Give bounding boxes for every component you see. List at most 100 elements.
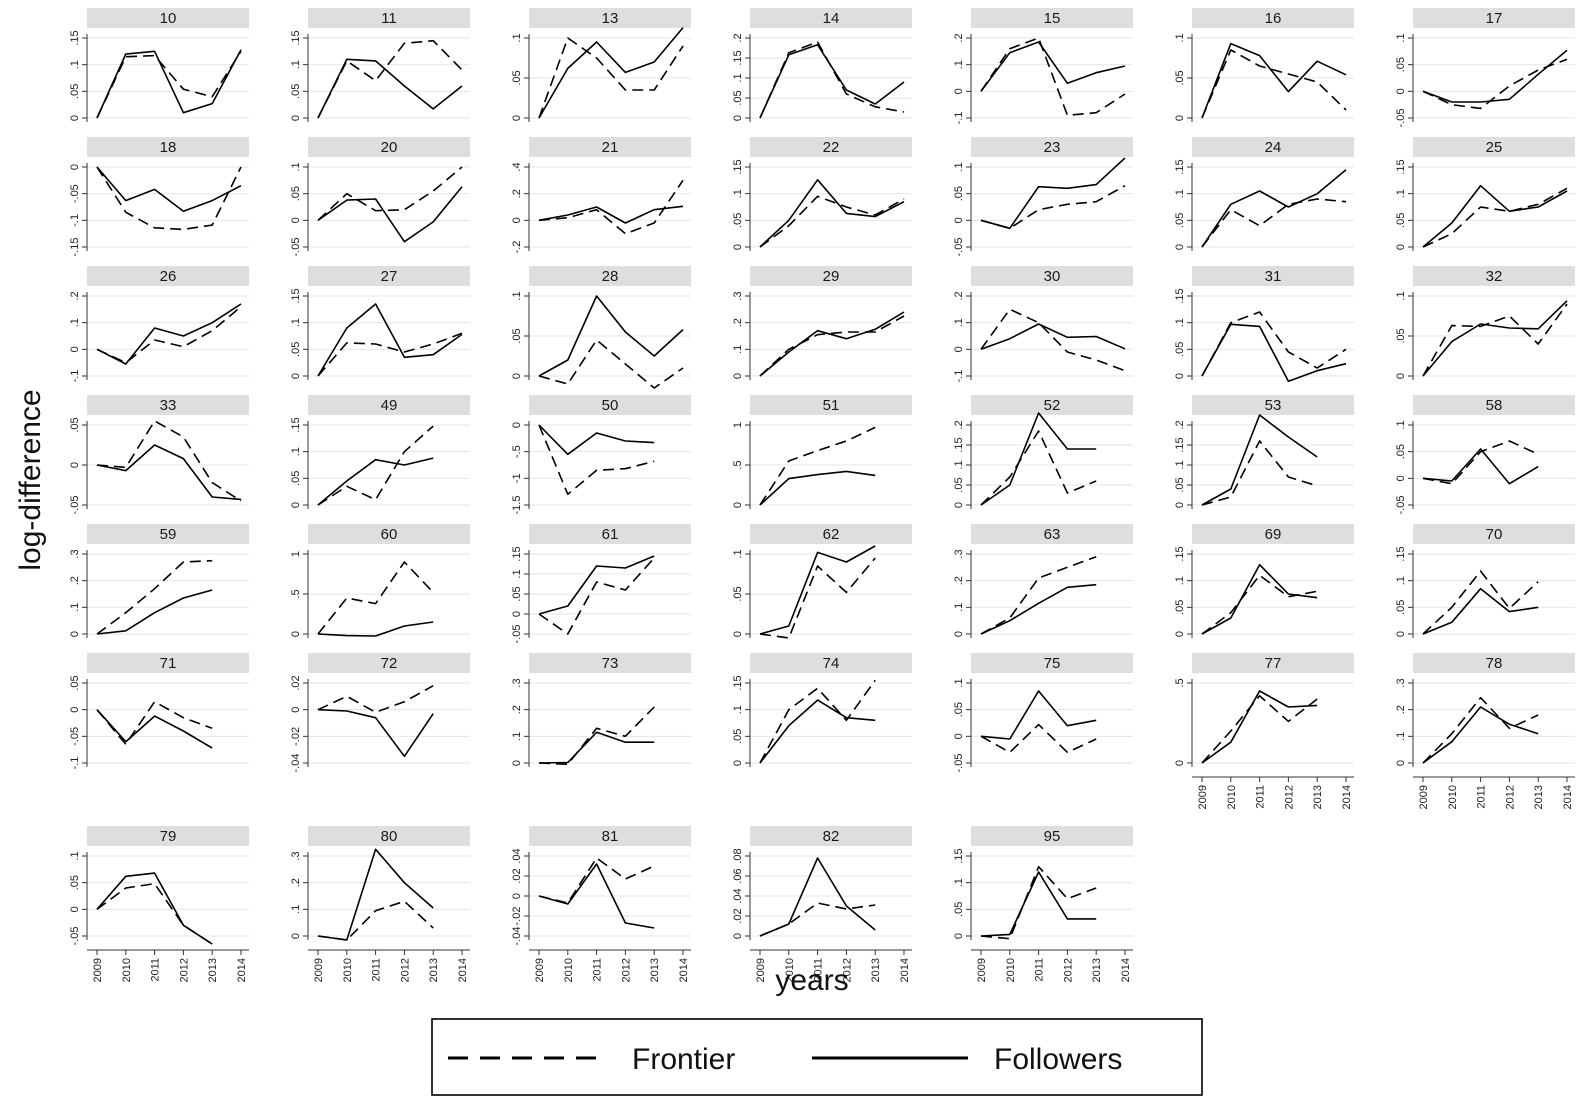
y-tick-label: .2 (69, 291, 81, 300)
y-tick-label: 0 (1395, 475, 1407, 481)
panel-78: 78 0 .1 .2 .3 2009 2010 2011 2012 2013 2014 (1395, 653, 1575, 809)
series-line-frontier (96, 882, 213, 945)
series-line-followers (538, 863, 655, 929)
series-line-frontier (317, 685, 434, 714)
panel-52: 52 0 .05 .1 .15 .2 (953, 395, 1133, 509)
y-tick-label: -.05 (1395, 109, 1407, 128)
y-tick-label: .2 (1174, 420, 1186, 429)
y-tick-label: .05 (1174, 600, 1186, 615)
panel-24: 24 0 .05 .1 .15 (1174, 137, 1354, 251)
series-line-frontier (96, 50, 242, 119)
y-tick-label: 1 (732, 422, 744, 428)
y-tick-label: .3 (953, 549, 965, 558)
y-tick-label: 0 (69, 906, 81, 912)
series-line-frontier (759, 315, 905, 377)
y-tick-label: .05 (732, 90, 744, 105)
panel-32: 32 0 .05 .1 (1395, 266, 1575, 380)
legend-frontier-label: Frontier (632, 1043, 735, 1076)
series-line-frontier (980, 723, 1097, 754)
panel-49: 49 0 .05 .1 .15 (290, 395, 470, 509)
y-tick-label: .1 (1174, 318, 1186, 327)
series-line-frontier (1422, 696, 1539, 764)
panel-title: 20 (381, 139, 398, 156)
y-tick-label: .1 (69, 851, 81, 860)
series-line-frontier (538, 37, 684, 119)
series-line-frontier (1422, 58, 1568, 110)
y-tick-label: -.5 (511, 445, 523, 458)
x-tick-label: 2013 (1312, 785, 1324, 809)
y-tick-label: 0 (69, 115, 81, 121)
x-tick-label: 2014 (1341, 785, 1353, 809)
panel-title-strip (971, 8, 1133, 28)
x-tick-label: 2014 (1562, 785, 1574, 809)
panel-title: 77 (1265, 655, 1282, 672)
series-line-followers (317, 303, 463, 377)
series-line-followers (538, 27, 684, 119)
series-line-frontier (980, 37, 1126, 117)
series-line-followers (1201, 323, 1347, 383)
y-tick-label: .05 (1174, 70, 1186, 85)
x-tick-label: 2010 (1226, 785, 1238, 809)
panel-53: 53 0 .05 .1 .15 .2 (1174, 395, 1354, 509)
series-line-followers (96, 49, 242, 119)
y-tick-label: .15 (732, 50, 744, 65)
y-tick-label: 0 (1395, 373, 1407, 379)
series-line-frontier (96, 420, 242, 502)
y-tick-label: .1 (953, 460, 965, 469)
y-tick-label: -.1 (953, 370, 965, 383)
y-tick-label: .05 (290, 342, 302, 357)
panel-title-strip (750, 826, 912, 846)
series-line-frontier (1201, 694, 1318, 764)
series-line-followers (1201, 563, 1318, 635)
panel-60: 600.51 (290, 524, 470, 638)
y-tick-label: .05 (732, 729, 744, 744)
y-tick-label: .3 (732, 291, 744, 300)
panel-title-strip (750, 137, 912, 157)
series-line-followers (538, 424, 655, 456)
panel-59: 59 0 .1 .2 .3 (69, 524, 249, 638)
y-tick-label: .1 (732, 549, 744, 558)
panel-title: 18 (160, 139, 177, 156)
panel-title: 21 (602, 139, 619, 156)
y-tick-label: .05 (1395, 328, 1407, 343)
panel-title: 71 (160, 655, 177, 672)
y-tick-label: .2 (1395, 705, 1407, 714)
panel-70: 70 0 .05 .1 .15 (1395, 524, 1575, 638)
panel-title: 33 (160, 397, 177, 414)
y-tick-label: .1 (511, 569, 523, 578)
series-line-followers (96, 303, 242, 365)
x-tick-label: 2014 (457, 958, 469, 982)
x-tick-label: 2009 (1418, 785, 1430, 809)
series-line-followers (759, 178, 905, 248)
series-line-followers (317, 58, 463, 119)
y-tick-label: .1 (511, 732, 523, 741)
y-tick-label: .05 (511, 70, 523, 85)
y-tick-label: .1 (732, 705, 744, 714)
panel-title: 60 (381, 526, 398, 543)
x-tick-label: 2012 (841, 958, 853, 982)
panel-title-strip (1413, 524, 1575, 544)
y-tick-label: .05 (1395, 57, 1407, 72)
panel-title: 52 (1044, 397, 1061, 414)
panel-title: 59 (160, 526, 177, 543)
x-tick-label: 2010 (1447, 785, 1459, 809)
y-tick-label: .15 (1174, 159, 1186, 174)
panel-title-strip (1413, 137, 1575, 157)
panel-title: 26 (160, 268, 177, 285)
y-tick-label: .1 (69, 318, 81, 327)
y-tick-label: .15 (1174, 437, 1186, 452)
series-line-followers (538, 205, 684, 224)
panel-title: 70 (1486, 526, 1503, 543)
panel-23: 23 -.05 0 .05 .1 (953, 137, 1133, 256)
series-line-followers (1201, 42, 1347, 119)
y-tick-label: 0 (953, 502, 965, 508)
panel-title: 61 (602, 526, 619, 543)
panel-title-strip (87, 653, 249, 673)
panel-61: 61 -.05 0 .05 .1 .15 (511, 524, 691, 643)
y-tick-label: 0 (69, 462, 81, 468)
panel-title-strip (750, 653, 912, 673)
x-tick-label: 2011 (1255, 785, 1267, 809)
y-tick-label: .1 (1395, 291, 1407, 300)
y-tick-label: -.05 (511, 625, 523, 644)
y-tick-label: .15 (953, 848, 965, 863)
